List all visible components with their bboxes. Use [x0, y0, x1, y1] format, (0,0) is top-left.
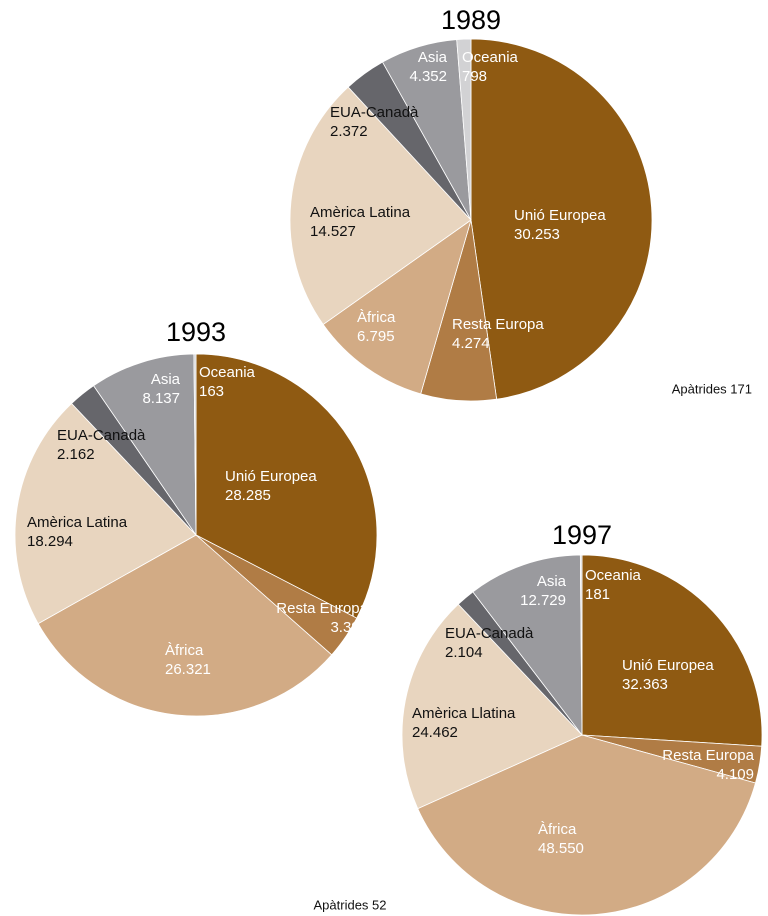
slice-value-label: 6.795: [357, 328, 395, 345]
slice-value-label: 48.550: [538, 840, 584, 857]
slice-label: EUA-Canadà: [330, 104, 419, 121]
pie-slice: [195, 353, 378, 619]
slice-label: Àfrica: [538, 821, 577, 838]
slice-value-label: 18.294: [27, 533, 73, 550]
slice-value-label: 798: [462, 68, 487, 85]
pie-slice: [14, 402, 197, 625]
slice-label: Àfrica: [357, 309, 396, 326]
slice-label: EUA-Canadà: [57, 427, 146, 444]
slice-label: Unió Europea: [514, 207, 606, 224]
slice-value-label: 2.162: [57, 446, 95, 463]
slice-value-label: 2.372: [330, 123, 368, 140]
pie-slice: [322, 219, 472, 395]
pie-slice: [193, 353, 197, 536]
slice-label: Oceania: [585, 567, 642, 584]
slice-label: Asia: [537, 573, 567, 590]
slice-label: Asia: [418, 49, 448, 66]
slice-value-label: 163: [199, 383, 224, 400]
slice-label: Resta Europa: [452, 316, 544, 333]
slice-label: Amèrica Latina: [27, 514, 128, 531]
slice-value-label: 8.137: [142, 390, 180, 407]
slice-value-label: 4.109: [716, 766, 754, 783]
slice-value-label: 4.274: [452, 335, 490, 352]
slice-value-label: 30.253: [514, 226, 560, 243]
slice-value-label: 24.462: [412, 724, 458, 741]
pie-slice: [93, 353, 197, 537]
chart-title: 1989: [441, 5, 501, 35]
annotation: Apàtrides 171: [672, 381, 752, 396]
slice-label: Oceania: [199, 364, 256, 381]
slice-label: Unió Europea: [225, 468, 317, 485]
slice-label: Resta Europa: [276, 600, 368, 617]
slice-label: Asia: [151, 371, 181, 388]
pie-slice: [456, 38, 472, 221]
pie-slice: [581, 554, 763, 747]
slice-value-label: 12.729: [520, 592, 566, 609]
slice-value-label: 3.396: [330, 619, 368, 636]
slice-value-label: 14.527: [310, 223, 356, 240]
slice-value-label: 181: [585, 586, 610, 603]
pie-slice: [289, 86, 472, 326]
pie-slice: [417, 734, 756, 916]
slice-label: Amèrica Llatina: [412, 705, 516, 722]
slice-label: Resta Europa: [662, 747, 754, 764]
slice-value-label: 26.321: [165, 661, 211, 678]
slice-label: Unió Europea: [622, 657, 714, 674]
pie-slice: [401, 603, 583, 810]
slice-label: Amèrica Latina: [310, 204, 411, 221]
slice-value-label: 32.363: [622, 676, 668, 693]
slice-value-label: 2.104: [445, 644, 483, 661]
chart-title: 1993: [166, 317, 226, 347]
pie-slice: [579, 554, 583, 736]
slice-label: Àfrica: [165, 642, 204, 659]
annotation: Apàtrides 52: [314, 897, 387, 912]
slice-value-label: 28.285: [225, 487, 271, 504]
pie-slice: [470, 38, 653, 400]
slice-label: Oceania: [462, 49, 519, 66]
chart-title: 1997: [552, 520, 612, 550]
pie-slice: [472, 554, 583, 737]
pie-slice: [37, 534, 333, 717]
slice-value-label: 4.352: [409, 68, 447, 85]
slice-label: EUA-Canadà: [445, 625, 534, 642]
